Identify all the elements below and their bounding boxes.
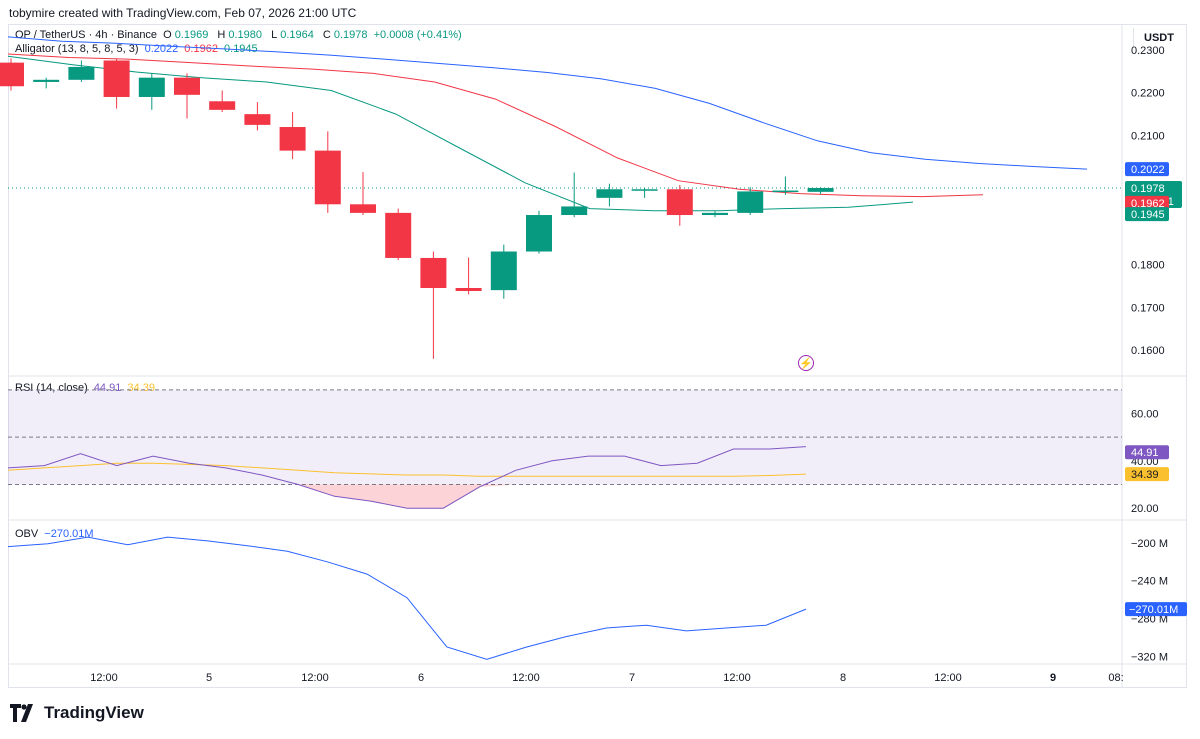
obv-value-tag: −270.01M <box>1129 604 1178 616</box>
candle-body <box>807 187 834 192</box>
candle-body <box>772 190 799 193</box>
candle-body <box>420 257 447 288</box>
lightning-icon[interactable]: ⚡ <box>798 355 814 371</box>
candle-body <box>0 62 24 87</box>
obv-axis-label: −200 M <box>1131 538 1168 550</box>
rsi-value: 44.91 <box>93 382 122 394</box>
rsi-ma-value: 34.39 <box>127 382 155 394</box>
rsi-value-tag: 44.91 <box>1131 447 1159 459</box>
rsi-ma-tag: 34.39 <box>1131 469 1159 481</box>
rsi-oversold-fill <box>298 484 516 509</box>
candle-body <box>350 204 376 213</box>
price-axis-label: 0.2200 <box>1131 88 1165 100</box>
rsi-line <box>7 446 807 509</box>
currency-selector[interactable]: USDT <box>1133 28 1184 48</box>
candle-body <box>138 77 165 97</box>
price-axis-label: 0.2100 <box>1131 131 1165 143</box>
low-label: L <box>271 29 278 41</box>
obv-label[interactable]: OBV <box>15 528 39 540</box>
candle-body <box>68 66 95 80</box>
candle-body <box>279 127 306 151</box>
obv-axis-label: −280 M <box>1131 614 1168 626</box>
teeth-value: 0.1962 <box>184 43 218 55</box>
time-axis-label: 9 <box>1050 672 1056 684</box>
candle-body <box>561 206 588 216</box>
alligator-label[interactable]: Alligator (13, 8, 5, 8, 5, 3) <box>15 43 139 55</box>
price-axis-label: 0.1700 <box>1131 302 1165 314</box>
candle-body <box>596 189 623 198</box>
time-axis-label: 12:00 <box>90 672 118 684</box>
lips-value: 0.1945 <box>224 43 258 55</box>
tradingview-logo-icon <box>10 704 33 722</box>
alligator-legend: Alligator (13, 8, 5, 8, 5, 3) 0.2022 0.1… <box>15 43 261 55</box>
high-label: H <box>217 29 226 41</box>
symbol-label[interactable]: OP / TetherUS · 4h · Binance <box>15 29 158 41</box>
brand-name: TradingView <box>44 703 144 722</box>
price-axis-label: 0.2300 <box>1131 45 1165 57</box>
candle-body <box>209 101 236 110</box>
time-axis-label: 12:00 <box>301 672 329 684</box>
candle-body <box>490 251 517 291</box>
high-value: 0.1980 <box>228 29 263 41</box>
rsi-legend: RSI (14, close) 44.91 34.39 <box>15 382 158 394</box>
chart-credit: tobymire created with TradingView.com, F… <box>9 6 357 20</box>
price-axis-label: 0.1600 <box>1131 345 1165 357</box>
candle-body <box>455 288 482 292</box>
obv-value: −270.01M <box>44 528 94 540</box>
last-price-tag: 0.1978 <box>1131 183 1165 195</box>
rsi-axis-label: 20.00 <box>1131 503 1159 515</box>
obv-tag-bg <box>1125 602 1187 617</box>
time-axis-label: 12:00 <box>934 672 962 684</box>
jaw-price-tag-bg <box>1125 162 1169 177</box>
candle-body <box>631 189 658 191</box>
rsi-label[interactable]: RSI (14, close) <box>15 382 88 394</box>
close-value: 0.1978 <box>333 29 368 41</box>
open-label: O <box>163 29 172 41</box>
rsi-ma-line <box>7 462 807 477</box>
lips-price-tag-bg <box>1125 207 1169 222</box>
rsi-axis-label: 60.00 <box>1131 409 1159 421</box>
time-axis-label: 7 <box>629 672 635 684</box>
obv-legend: OBV −270.01M <box>15 528 97 540</box>
time-axis-label: 12:00 <box>512 672 540 684</box>
time-axis-label: 12:00 <box>723 672 751 684</box>
candle-body <box>666 189 693 216</box>
candle-body <box>314 150 341 205</box>
candle-body <box>174 77 200 95</box>
obv-axis-label: −320 M <box>1131 651 1168 663</box>
tradingview-logo: TradingView <box>10 703 144 723</box>
candle-body <box>385 212 412 258</box>
rsi-ma-tag-bg <box>1125 467 1169 482</box>
lips-price-tag: 0.1945 <box>1131 209 1165 221</box>
open-value: 0.1969 <box>174 29 209 41</box>
jaw-price-tag: 0.2022 <box>1131 164 1165 176</box>
time-axis-label: 5 <box>206 672 212 684</box>
candle-body <box>737 191 764 213</box>
candle-body <box>702 212 728 216</box>
time-axis-label: 8 <box>840 672 846 684</box>
alligator-teeth-line <box>7 53 984 198</box>
main-legend: OP / TetherUS · 4h · Binance O 0.1969 H 0.… <box>15 29 465 41</box>
price-axis-label: 0.1800 <box>1131 259 1165 271</box>
obv-axis-label: −240 M <box>1131 576 1168 588</box>
alligator-jaw-line <box>7 36 1088 170</box>
low-value: 0.1964 <box>280 29 314 41</box>
candle-body <box>103 60 130 97</box>
rsi-value-tag-bg <box>1125 445 1169 460</box>
time-axis-label: 6 <box>418 672 424 684</box>
teeth-price-tag: 0.1962 <box>1131 198 1165 210</box>
time-axis-label: 08: <box>1108 672 1123 684</box>
candle-body <box>33 79 60 82</box>
change-value: +0.0008 (+0.41%) <box>373 29 462 41</box>
candle-body <box>244 114 271 125</box>
teeth-price-tag-bg <box>1125 195 1169 210</box>
chart-frame <box>8 24 1187 688</box>
obv-line <box>7 536 807 660</box>
candle-body <box>526 215 552 252</box>
close-label: C <box>322 29 331 41</box>
